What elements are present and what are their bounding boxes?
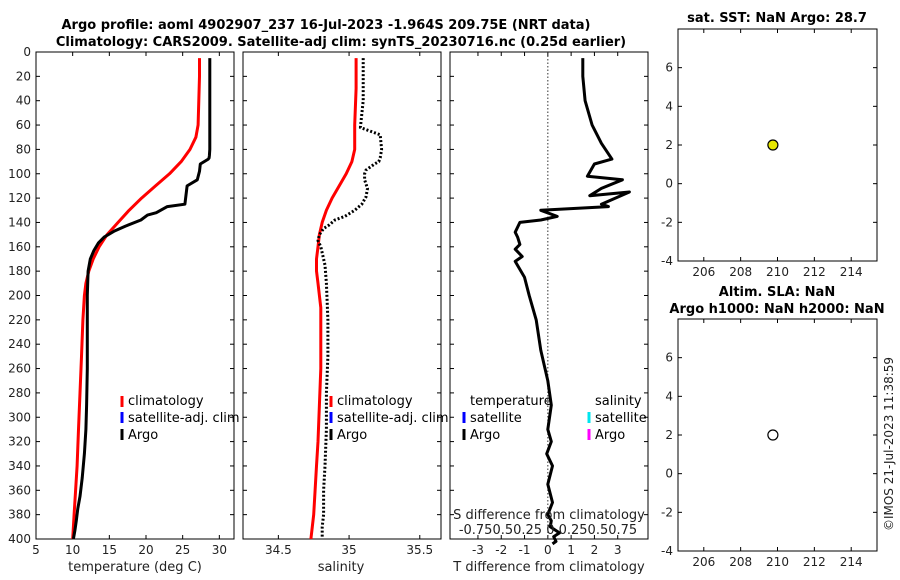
x-tick-label: 0 [544, 543, 552, 557]
legend-label-argo: Argo [128, 428, 158, 443]
x-tick-label: 214 [840, 265, 863, 279]
y-tick-label: 0 [23, 45, 31, 59]
x-tick-label: 210 [766, 265, 789, 279]
x-tick-label: 15 [102, 543, 117, 557]
legend-label-t-argo: Argo [470, 428, 500, 443]
x-tick-label: 208 [729, 265, 752, 279]
y-tick-label: -4 [661, 254, 673, 268]
y-tick-label: 220 [8, 313, 31, 327]
salinity-panel [242, 51, 442, 540]
y-tick-label: 4 [665, 389, 673, 403]
x-tick-label: 206 [692, 265, 715, 279]
y-tick-label: 320 [8, 435, 31, 449]
sst-title: sat. SST: NaN Argo: 28.7 [687, 11, 867, 26]
y-tick-label: 2 [665, 138, 673, 152]
y-tick-label: 200 [8, 289, 31, 303]
y-tick-label: 6 [665, 351, 673, 365]
x-tick-label: -1 [519, 543, 531, 557]
temperature-climatology-line [71, 58, 201, 540]
series-group [71, 58, 779, 546]
y-tick-label: 140 [8, 215, 31, 229]
x-tick-label: 30 [212, 543, 227, 557]
y-tick-label: 120 [8, 191, 31, 205]
y-tick-label: 2 [665, 428, 673, 442]
y-tick-label: 100 [8, 167, 31, 181]
x-tick-label: 208 [729, 555, 752, 569]
x-tick-label: 25 [175, 543, 190, 557]
salinity-xlabel: salinity [318, 560, 365, 575]
y-tick-label: 160 [8, 240, 31, 254]
sla-title-line2: Argo h1000: NaN h2000: NaN [669, 302, 884, 317]
x-tick-label: 212 [803, 265, 826, 279]
y-tick-label: 40 [16, 94, 31, 108]
t-difference-argo-line [513, 58, 631, 546]
legend-label-satellite: satellite-adj. clim [128, 411, 240, 426]
x-tick-label: 212 [803, 555, 826, 569]
salinity-argo-line [316, 58, 384, 539]
y-tick-label: 240 [8, 337, 31, 351]
y-tick-label: 360 [8, 483, 31, 497]
salinity-legend: climatology satellite-adj. clim Argo [329, 394, 449, 443]
y-tick-label: 4 [665, 99, 673, 113]
salinity-climatology-line [309, 58, 358, 540]
y-tick-label: 260 [8, 362, 31, 376]
x-tick-label: 3 [614, 543, 622, 557]
y-tick-label: 380 [8, 508, 31, 522]
x-tick-label: 214 [840, 555, 863, 569]
temperature-argo-line [71, 58, 212, 540]
temperature-panel [35, 51, 235, 540]
y-tick-label: -2 [661, 505, 673, 519]
y-tick-label: 280 [8, 386, 31, 400]
x-tick-label: 35 [341, 543, 356, 557]
difference-legend: temperature satellite Argo salinity sate… [462, 394, 647, 443]
y-tick-label: 60 [16, 118, 31, 132]
y-tick-label: -4 [661, 544, 673, 558]
x-tick-label: 5 [32, 543, 40, 557]
y-tick-label: 0 [665, 177, 673, 191]
t-diff-xlabel: T difference from climatology [452, 560, 645, 575]
temperature-xlabel: temperature (deg C) [68, 560, 202, 575]
x-tick-label: 1 [567, 543, 575, 557]
axes-group: 5 10 15 20 25 30 34.5 35 35.5 -3 -2 -1 0 1 2 3020406080… [8, 29, 877, 569]
legend-label-climatology: climatology [128, 394, 204, 409]
figure-title-line2: Climatology: CARS2009. Satellite-adj cli… [56, 35, 626, 50]
x-tick-label: 35.5 [406, 543, 433, 557]
legend-label-s-satellite: satellite [595, 411, 647, 426]
y-tick-label: 180 [8, 264, 31, 278]
sla-title-line1: Altim. SLA: NaN [719, 285, 835, 300]
legend-label-s-argo: Argo [595, 428, 625, 443]
y-tick-label: 6 [665, 61, 673, 75]
s-diff-ticklabels: -0.750.50.25 0 0.250.50.75 [459, 523, 637, 538]
x-tick-label: 2 [591, 543, 599, 557]
footer-stamp: ©IMOS 21-Jul-2023 11:38:59 [882, 357, 896, 531]
difference-panel [449, 51, 649, 540]
x-tick-label: -2 [495, 543, 507, 557]
legend-label-argo: Argo [337, 428, 367, 443]
temperature-legend: climatology satellite-adj. clim Argo [120, 394, 240, 443]
x-tick-label: 206 [692, 555, 715, 569]
legend-label-climatology: climatology [337, 394, 413, 409]
y-tick-label: 300 [8, 410, 31, 424]
y-tick-label: 20 [16, 69, 31, 83]
y-tick-label: 0 [665, 467, 673, 481]
x-tick-label: -3 [472, 543, 484, 557]
s-diff-xlabel: S difference from climatology [453, 508, 645, 523]
legend-label-satellite: satellite-adj. clim [337, 411, 449, 426]
x-tick-label: 34.5 [265, 543, 292, 557]
y-tick-label: 400 [8, 532, 31, 546]
legend-label-t-satellite: satellite [470, 411, 522, 426]
x-tick-label: 20 [138, 543, 153, 557]
sla-argo-point [767, 429, 779, 441]
sst-argo-point [767, 139, 779, 151]
legend-heading-temperature: temperature [470, 394, 552, 409]
figure-title-line1: Argo profile: aoml 4902907_237 16-Jul-20… [62, 18, 591, 33]
y-tick-label: -2 [661, 215, 673, 229]
x-tick-label: 10 [65, 543, 80, 557]
y-tick-label: 80 [16, 142, 31, 156]
legend-heading-salinity: salinity [595, 394, 642, 409]
x-tick-label: 210 [766, 555, 789, 569]
y-tick-label: 340 [8, 459, 31, 473]
